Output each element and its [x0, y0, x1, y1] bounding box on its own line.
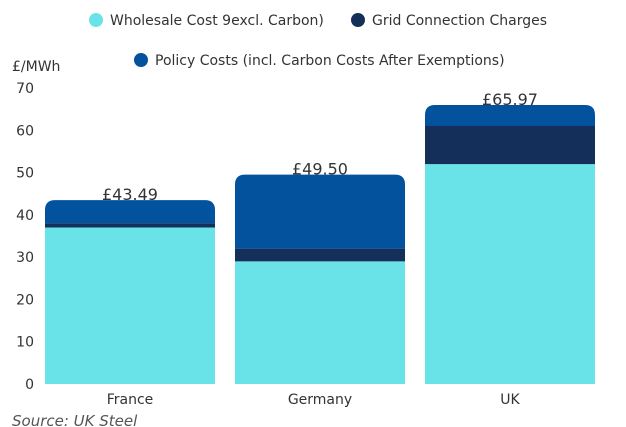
legend-swatch — [351, 13, 365, 27]
legend-swatch — [89, 13, 103, 27]
legend-label: Policy Costs (incl. Carbon Costs After E… — [155, 53, 505, 69]
y-axis-ticks: 0 10 20 30 40 50 60 70 — [16, 81, 34, 393]
bar-segment-germany-1 — [235, 248, 405, 262]
y-axis-label: £/MWh — [12, 59, 60, 75]
y-tick-label: 50 — [16, 166, 34, 182]
bar-segment-germany-2 — [235, 174, 405, 249]
bar-group-uk — [425, 105, 595, 384]
legend-swatch — [134, 53, 148, 67]
legend-label: Grid Connection Charges — [372, 13, 547, 29]
y-tick-label: 10 — [16, 335, 34, 351]
legend-item: Policy Costs (incl. Carbon Costs After E… — [134, 53, 505, 69]
x-tick-label: Germany — [288, 392, 352, 408]
total-label: £65.97 — [482, 90, 538, 109]
total-label: £49.50 — [292, 160, 348, 179]
bar-group-germany — [235, 174, 405, 384]
bar-segment-uk-2 — [425, 105, 595, 127]
legend: Wholesale Cost 9excl. Carbon) Grid Connec… — [89, 13, 547, 69]
legend-label: Wholesale Cost 9excl. Carbon) — [110, 13, 324, 29]
y-tick-label: 60 — [16, 123, 34, 139]
bar-segment-uk-1 — [425, 126, 595, 165]
total-label: £43.49 — [102, 185, 158, 204]
bar-segment-germany-0 — [235, 261, 405, 384]
legend-item: Grid Connection Charges — [351, 13, 547, 29]
y-tick-label: 20 — [16, 292, 34, 308]
bar-segment-france-1 — [45, 223, 215, 228]
y-tick-label: 40 — [16, 208, 34, 224]
y-tick-label: 0 — [25, 377, 34, 393]
bars — [45, 105, 595, 384]
x-tick-label: UK — [500, 392, 520, 408]
bar-segment-france-2 — [45, 200, 215, 224]
y-tick-label: 70 — [16, 81, 34, 97]
bar-segment-france-0 — [45, 227, 215, 384]
source-note: Source: UK Steel — [12, 412, 138, 427]
total-labels: £43.49 £49.50 £65.97 — [102, 90, 538, 204]
y-tick-label: 30 — [16, 250, 34, 266]
bar-group-france — [45, 200, 215, 384]
bar-segment-uk-0 — [425, 164, 595, 384]
x-tick-label: France — [107, 392, 154, 408]
x-axis-ticks: France Germany UK — [107, 392, 521, 408]
legend-item: Wholesale Cost 9excl. Carbon) — [89, 13, 324, 29]
